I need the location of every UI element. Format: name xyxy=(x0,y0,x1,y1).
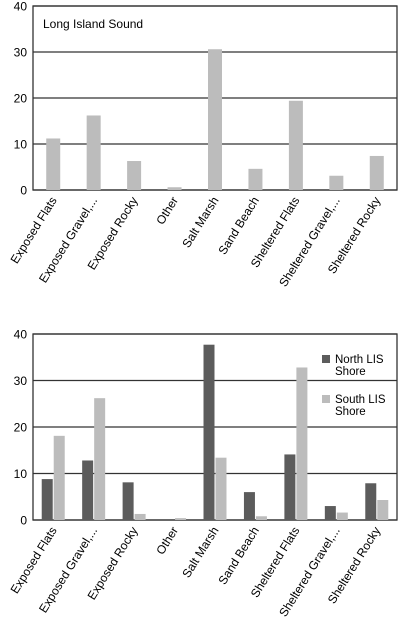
bar xyxy=(288,100,303,190)
y-tick-label: 40 xyxy=(14,328,28,342)
bar xyxy=(175,518,187,520)
y-tick-label: 10 xyxy=(14,138,28,152)
bar xyxy=(324,506,336,520)
y-tick-label: 40 xyxy=(14,0,28,14)
bar xyxy=(248,168,263,190)
y-tick-label: 0 xyxy=(20,184,27,198)
bar xyxy=(41,479,53,520)
bar xyxy=(208,49,222,190)
legend-label: North LIS xyxy=(335,354,384,366)
bar xyxy=(215,457,227,520)
bar xyxy=(86,115,101,190)
legend-swatch xyxy=(322,395,330,403)
bar xyxy=(53,435,65,520)
y-tick-label: 10 xyxy=(14,467,28,481)
x-category-label: Sand Beach xyxy=(215,194,262,257)
bar xyxy=(296,367,308,520)
bar xyxy=(167,187,182,190)
x-category-label: Other xyxy=(153,194,181,227)
bar xyxy=(365,483,377,520)
bar xyxy=(255,516,267,520)
bar xyxy=(377,500,389,520)
bar xyxy=(82,460,94,520)
bar xyxy=(329,175,344,190)
bar xyxy=(203,344,215,520)
legend-swatch xyxy=(322,355,330,363)
chart-title: Long Island Sound xyxy=(43,17,143,31)
legend-label: Shore xyxy=(335,366,366,378)
plot-frame xyxy=(32,333,398,521)
y-tick-label: 30 xyxy=(14,374,28,388)
bar xyxy=(243,492,255,520)
bar xyxy=(94,398,106,520)
y-tick-label: 20 xyxy=(14,421,28,435)
x-category-label: Salt Marsh xyxy=(179,194,221,250)
x-category-label: Other xyxy=(153,524,181,557)
y-tick-label: 20 xyxy=(14,92,28,106)
bar xyxy=(127,161,142,190)
y-tick-label: 30 xyxy=(14,46,28,60)
y-tick-label: 0 xyxy=(20,514,27,528)
bar xyxy=(122,482,134,520)
bar xyxy=(284,454,296,520)
x-category-label: Sand Beach xyxy=(215,524,262,587)
legend-label: South LIS xyxy=(335,394,386,406)
bar xyxy=(336,512,348,520)
bar xyxy=(134,513,146,520)
x-category-label: Salt Marsh xyxy=(179,524,221,580)
bar xyxy=(46,138,61,190)
bar xyxy=(369,155,384,190)
legend-label: Shore xyxy=(335,406,366,418)
